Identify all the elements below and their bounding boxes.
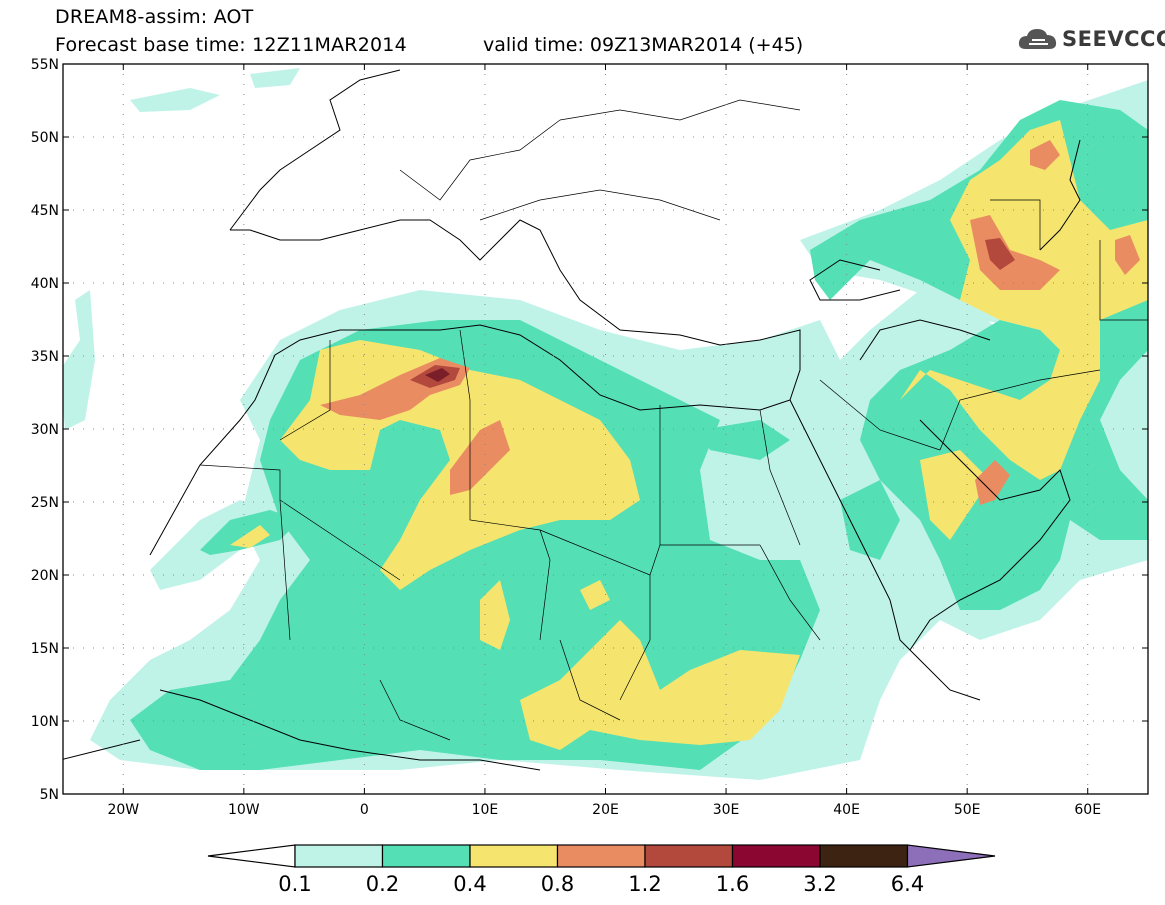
legend-swatch — [469, 844, 559, 868]
legend-swatch — [294, 844, 384, 868]
logo-text: SEEVCCC — [1062, 27, 1165, 51]
legend-arrow-low — [207, 844, 296, 868]
lon-label: 10W — [228, 802, 260, 818]
coastlines — [63, 69, 1081, 771]
longitude-axis: 20W 10W 0 10E 20E 30E 40E 50E 60E — [107, 64, 1101, 818]
legend-label: 6.4 — [891, 872, 924, 896]
lat-label: 15N — [31, 641, 59, 657]
lat-label: 35N — [31, 349, 59, 365]
legend-label: 0.4 — [453, 872, 486, 896]
lat-label: 45N — [31, 203, 59, 219]
lon-label: 20E — [592, 802, 619, 818]
legend-label: 0.1 — [278, 872, 311, 896]
lon-label: 10E — [472, 802, 499, 818]
legend-swatch — [819, 844, 909, 868]
lat-label: 10N — [31, 714, 59, 730]
legend-label: 0.8 — [541, 872, 574, 896]
lat-label: 5N — [40, 787, 59, 803]
aot-field — [63, 68, 1148, 780]
lat-label: 55N — [31, 57, 59, 73]
lon-label: 40E — [833, 802, 860, 818]
lon-label: 30E — [713, 802, 740, 818]
legend-label: 3.2 — [803, 872, 836, 896]
cloud-icon — [1018, 29, 1057, 49]
legend-arrow-high — [906, 844, 996, 868]
lon-label: 50E — [954, 802, 981, 818]
lat-label: 50N — [31, 130, 59, 146]
legend-swatch — [556, 844, 646, 868]
lat-label: 40N — [31, 276, 59, 292]
legend-label: 1.2 — [628, 872, 661, 896]
forecast-base-time: Forecast base time: 12Z11MAR2014 — [55, 34, 407, 56]
lon-label: 20W — [107, 802, 139, 818]
valid-time: valid time: 09Z13MAR2014 (+45) — [483, 34, 804, 56]
legend-swatch — [381, 844, 471, 868]
color-legend: 0.1 0.2 0.4 0.8 1.2 1.6 3.2 6.4 — [207, 844, 996, 896]
country-borders — [199, 99, 1148, 741]
grid-lines — [63, 64, 1148, 794]
lon-label: 60E — [1074, 802, 1101, 818]
lat-label: 20N — [31, 568, 59, 584]
legend-swatch — [644, 844, 734, 868]
lat-label: 30N — [31, 422, 59, 438]
latitude-axis: 55N 50N 45N 40N 35N 30N 25N 20N 15N 10N 5N — [31, 57, 1148, 803]
map-title: DREAM8-assim: AOT — [55, 6, 254, 28]
lon-label: 0 — [360, 802, 369, 818]
legend-label: 1.6 — [716, 872, 749, 896]
legend-swatch — [731, 844, 821, 868]
legend-label: 0.2 — [366, 872, 399, 896]
lat-label: 25N — [31, 495, 59, 511]
